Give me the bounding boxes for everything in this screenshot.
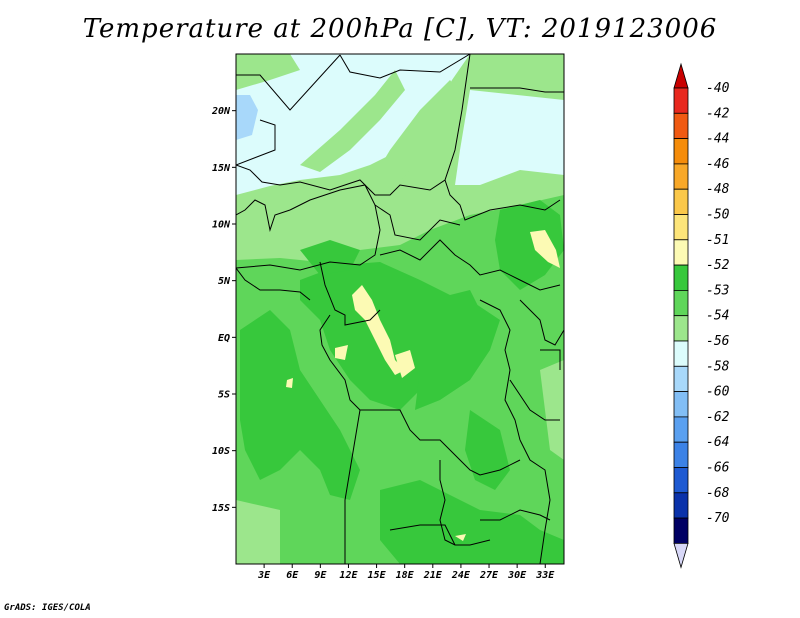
colorbar-bottom-arrow [673, 543, 689, 569]
lon-tick-label: 33E [535, 570, 555, 581]
lon-tick-label: 15E [368, 570, 387, 581]
colorbar-swatch [673, 163, 689, 190]
colorbar-label: -46 [706, 157, 730, 172]
colorbar-swatch [673, 315, 689, 342]
colorbar-swatch [673, 391, 689, 418]
lon-tick-label: 9E [314, 570, 327, 581]
lat-tick-label: 10N [212, 220, 231, 231]
colorbar-label: -48 [706, 182, 730, 197]
colorbar-swatch [673, 188, 689, 215]
colorbar-label: -56 [706, 334, 730, 349]
map-frame [235, 53, 565, 565]
temperature-field [236, 54, 564, 564]
lon-tick-label: 21E [423, 570, 443, 581]
colorbar-swatch [673, 239, 689, 266]
lon-tick-label: 27E [479, 570, 499, 581]
colorbar-label: -53 [706, 283, 729, 298]
colorbar-label: -42 [706, 106, 730, 121]
colorbar-swatch [673, 264, 689, 291]
colorbar-swatch [673, 517, 689, 544]
credit-text: GrADS: IGES/COLA [4, 603, 91, 613]
colorbar-swatch [673, 138, 689, 165]
lon-tick-label: 18E [396, 570, 415, 581]
colorbar-swatch [673, 87, 689, 114]
map-title: Temperature at 200hPa [C], VT: 201912300… [82, 14, 718, 44]
colorbar-label: -40 [706, 81, 730, 96]
colorbar-swatch [673, 289, 689, 317]
colorbar-label: -70 [706, 511, 730, 526]
colorbar-swatch [673, 112, 689, 140]
colorbar-swatch [673, 340, 689, 367]
colorbar-label: -44 [706, 132, 729, 147]
lat-tick-label: EQ [218, 333, 230, 344]
colorbar-label: -62 [706, 410, 730, 425]
colorbar-label: -66 [706, 461, 730, 476]
lon-tick-label: 3E [257, 570, 271, 581]
colorbar-swatch [673, 214, 689, 241]
colorbar: -40 -42 -44 -46 -48 -50 -51 -52 -53 -54 -56 -58 -60 -… [673, 62, 730, 569]
latitude-axis: 20N 15N 10N 5N EQ 5S 10S 15S [211, 106, 236, 514]
lat-tick-label: 20N [211, 106, 231, 117]
colorbar-label: -68 [706, 486, 730, 501]
colorbar-label: -58 [706, 359, 730, 374]
colorbar-top-arrow [673, 62, 689, 89]
colorbar-swatch [673, 441, 689, 468]
lat-tick-label: 15S [212, 503, 230, 514]
colorbar-swatch [673, 416, 689, 443]
colorbar-swatch [673, 492, 689, 519]
lon-tick-label: 6E [286, 570, 299, 581]
borders [236, 54, 564, 564]
lat-tick-label: 15N [212, 163, 231, 174]
colorbar-label: -60 [706, 385, 730, 400]
colorbar-label: -64 [706, 435, 729, 450]
colorbar-label: -50 [706, 208, 730, 223]
lon-tick-label: 12E [339, 570, 358, 581]
lon-tick-label: 24E [451, 570, 471, 581]
colorbar-label: -52 [706, 258, 730, 273]
colorbar-label: -54 [706, 309, 729, 324]
lon-tick-label: 30E [507, 570, 527, 581]
longitude-axis: 3E 6E 9E 12E 15E 18E 21E 24E 27E 30E 33E [257, 564, 555, 581]
lat-tick-label: 5N [218, 276, 231, 287]
colorbar-swatch [673, 365, 689, 392]
lat-tick-label: 10S [212, 446, 230, 457]
colorbar-label: -51 [706, 233, 729, 248]
lat-tick-label: 5S [218, 390, 230, 401]
colorbar-swatch [673, 467, 689, 494]
